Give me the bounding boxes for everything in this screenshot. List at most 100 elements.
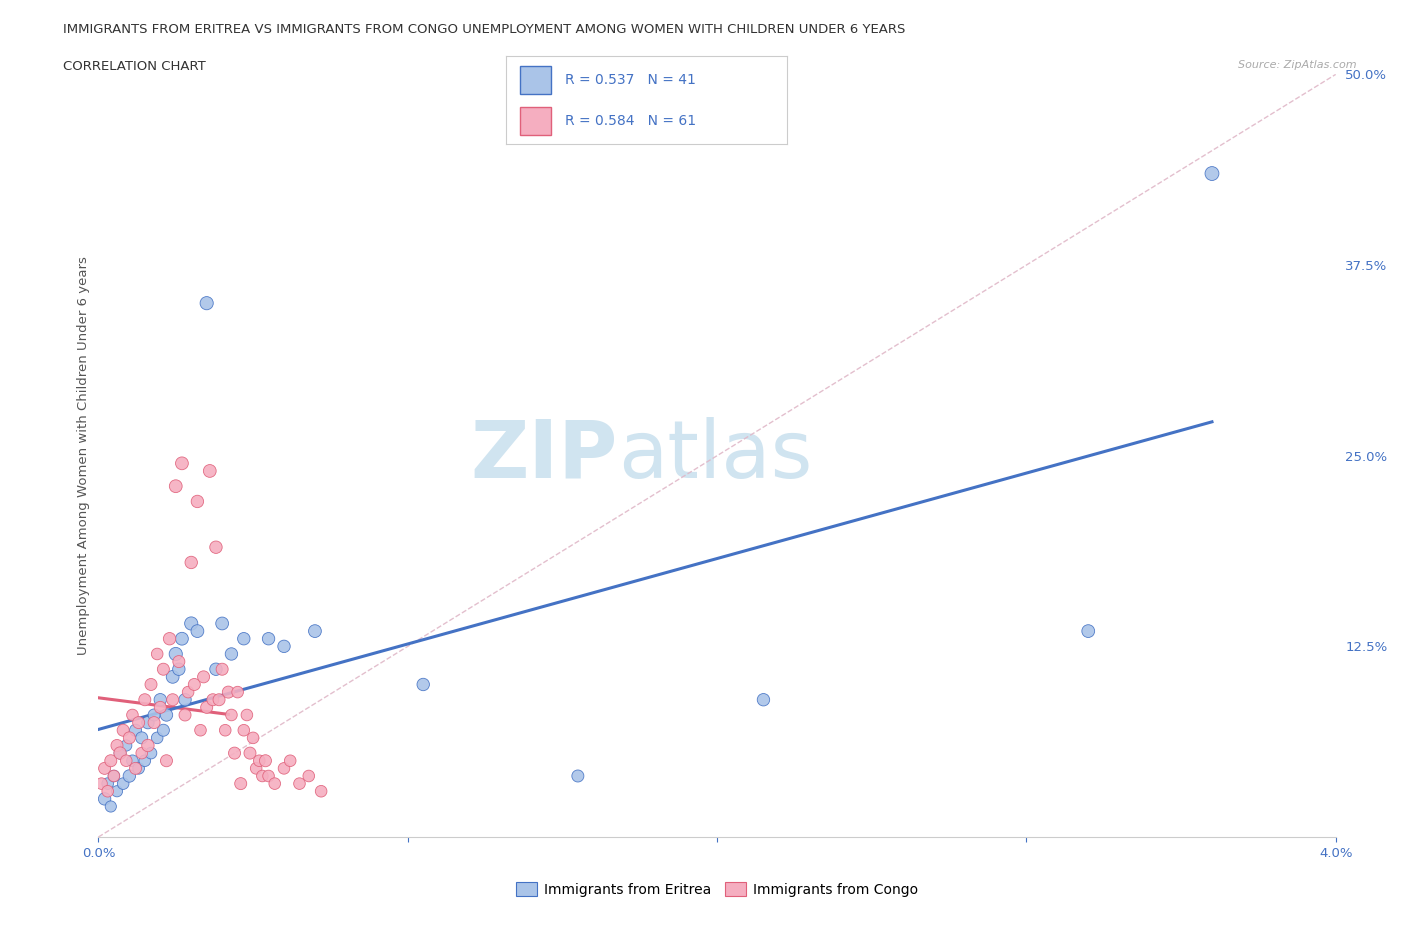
Point: [155, 753, 177, 768]
Point: [100, 799, 122, 814]
Point: [146, 730, 169, 745]
Point: [232, 631, 254, 646]
FancyBboxPatch shape: [520, 107, 551, 136]
Point: [252, 768, 274, 783]
Point: [165, 646, 187, 661]
Point: [128, 761, 150, 776]
Point: [118, 768, 141, 783]
Point: [180, 555, 202, 570]
Point: [174, 708, 197, 723]
Legend: Immigrants from Eritrea, Immigrants from Congo: Immigrants from Eritrea, Immigrants from…: [510, 877, 924, 902]
Point: [134, 692, 156, 707]
Point: [105, 738, 128, 753]
Y-axis label: Unemployment Among Women with Children Under 6 years: Unemployment Among Women with Children U…: [77, 257, 90, 655]
Point: [128, 715, 150, 730]
Point: [232, 723, 254, 737]
Point: [149, 700, 172, 715]
Point: [162, 692, 184, 707]
Point: [226, 684, 249, 699]
Point: [97, 777, 120, 791]
Point: [124, 723, 146, 737]
Point: [159, 631, 181, 646]
Point: [752, 692, 775, 707]
Point: [177, 684, 200, 699]
Point: [170, 631, 193, 646]
Point: [136, 738, 159, 753]
Point: [288, 777, 311, 791]
Point: [131, 730, 153, 745]
Point: [139, 677, 162, 692]
Point: [273, 639, 295, 654]
Point: [174, 692, 197, 707]
Point: [115, 753, 138, 768]
Point: [103, 768, 125, 783]
Point: [108, 746, 131, 761]
Point: [149, 692, 172, 707]
Point: [273, 761, 295, 776]
Point: [115, 738, 138, 753]
Point: [205, 539, 228, 554]
Point: [195, 700, 218, 715]
Point: [1201, 166, 1223, 181]
Point: [257, 768, 280, 783]
Text: ZIP: ZIP: [471, 417, 619, 495]
Point: [193, 670, 215, 684]
Point: [108, 746, 131, 761]
Point: [242, 730, 264, 745]
Point: [139, 746, 162, 761]
Point: [239, 746, 262, 761]
Point: [112, 777, 135, 791]
Point: [1077, 624, 1099, 639]
Point: [298, 768, 321, 783]
Point: [90, 777, 112, 791]
Point: [257, 631, 280, 646]
Text: Source: ZipAtlas.com: Source: ZipAtlas.com: [1239, 60, 1357, 71]
Point: [93, 791, 115, 806]
Point: [167, 654, 190, 669]
Point: [152, 723, 174, 737]
Text: atlas: atlas: [619, 417, 813, 495]
Text: R = 0.584   N = 61: R = 0.584 N = 61: [565, 114, 696, 128]
Point: [208, 692, 231, 707]
Point: [201, 692, 224, 707]
Point: [221, 708, 243, 723]
Point: [263, 777, 285, 791]
Point: [412, 677, 434, 692]
Point: [162, 670, 184, 684]
Point: [205, 662, 228, 677]
Point: [186, 624, 208, 639]
Point: [229, 777, 252, 791]
Point: [112, 723, 135, 737]
Point: [134, 753, 156, 768]
Text: IMMIGRANTS FROM ERITREA VS IMMIGRANTS FROM CONGO UNEMPLOYMENT AMONG WOMEN WITH C: IMMIGRANTS FROM ERITREA VS IMMIGRANTS FR…: [63, 23, 905, 36]
Point: [136, 715, 159, 730]
Point: [236, 708, 259, 723]
Point: [211, 662, 233, 677]
Point: [170, 456, 193, 471]
Point: [183, 677, 205, 692]
Point: [155, 708, 177, 723]
Point: [100, 753, 122, 768]
Text: R = 0.537   N = 41: R = 0.537 N = 41: [565, 73, 696, 86]
Point: [224, 746, 246, 761]
Point: [118, 730, 141, 745]
Point: [309, 784, 332, 799]
Text: CORRELATION CHART: CORRELATION CHART: [63, 60, 207, 73]
Point: [195, 296, 218, 311]
Point: [124, 761, 146, 776]
Point: [214, 723, 236, 737]
Point: [152, 662, 174, 677]
Point: [247, 753, 270, 768]
Point: [254, 753, 277, 768]
Point: [217, 684, 239, 699]
Point: [131, 746, 153, 761]
Point: [167, 662, 190, 677]
Point: [198, 463, 221, 478]
Point: [97, 784, 120, 799]
Point: [121, 708, 143, 723]
Point: [186, 494, 208, 509]
Point: [146, 646, 169, 661]
Point: [105, 784, 128, 799]
Point: [211, 616, 233, 631]
FancyBboxPatch shape: [520, 65, 551, 94]
